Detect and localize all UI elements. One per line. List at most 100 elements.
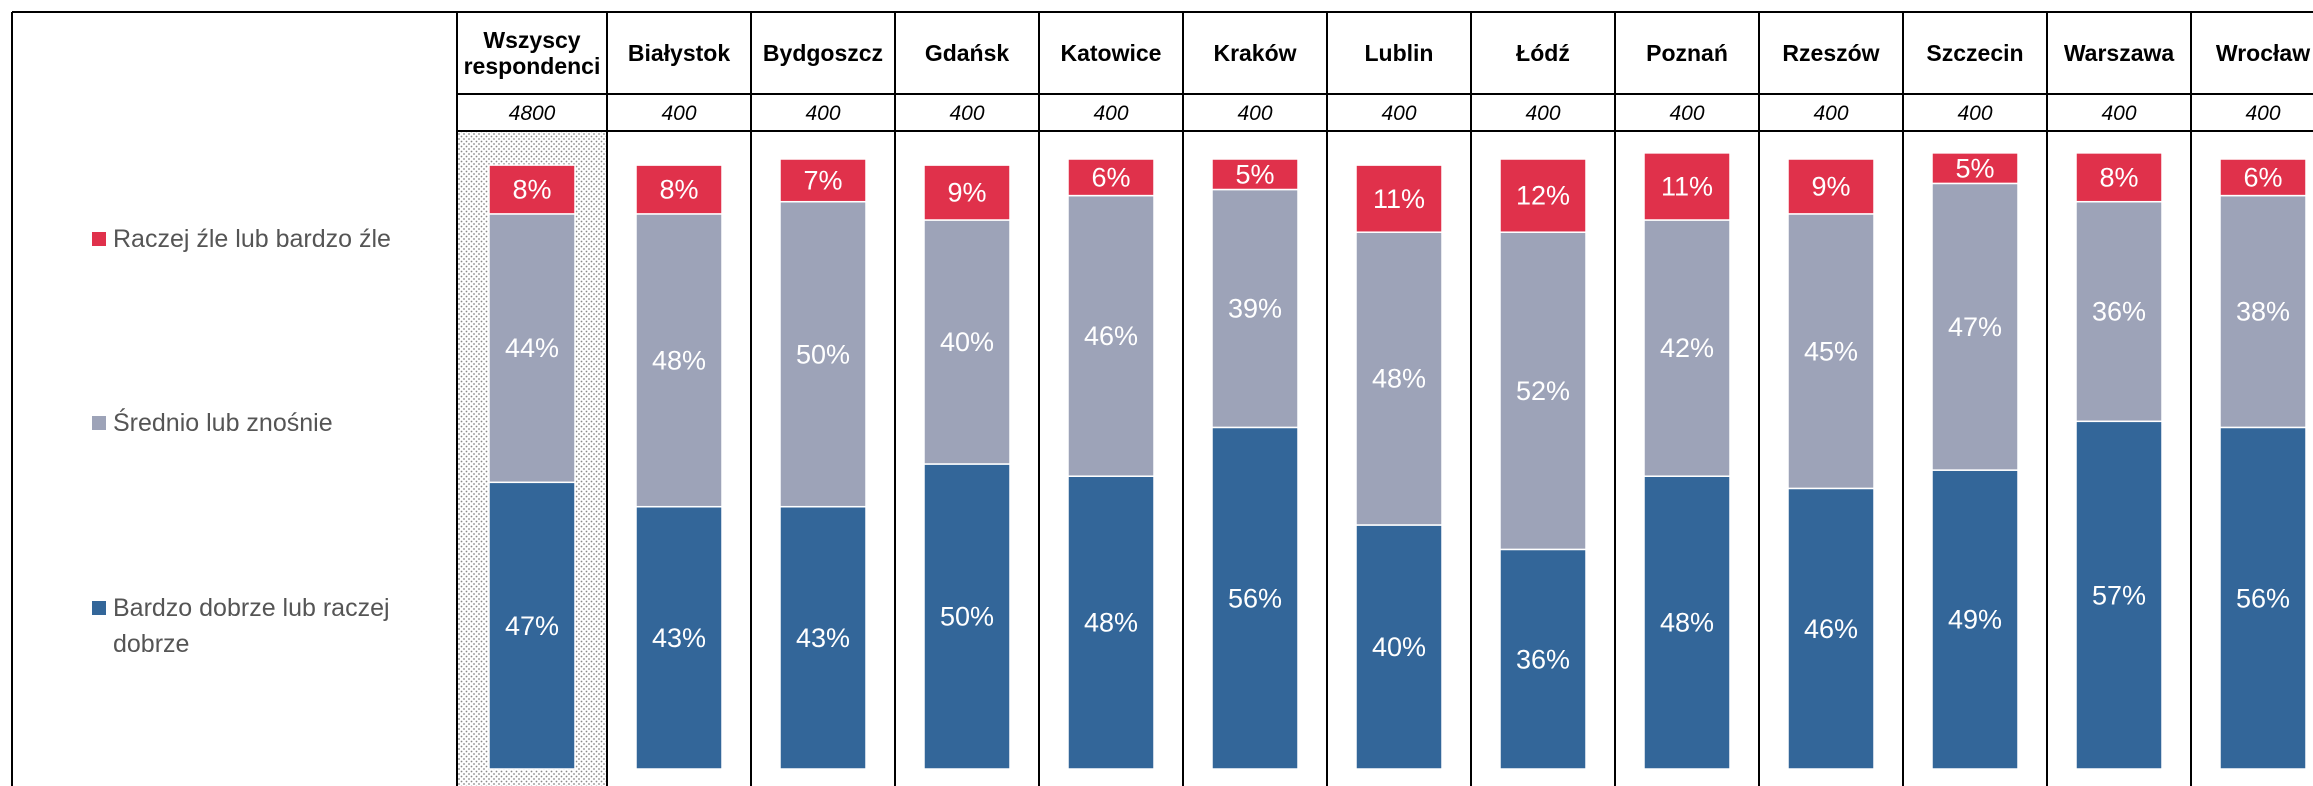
legend-swatch [92, 416, 106, 430]
column-header: Wrocław [2215, 40, 2311, 66]
sample-size: 400 [1669, 102, 1705, 125]
column-header: Bydgoszcz [762, 40, 884, 66]
data-label: 8% [2099, 162, 2138, 192]
bar-segment [2075, 200, 2163, 423]
sample-size: 400 [1813, 102, 1849, 125]
bar-segment [488, 164, 576, 215]
bar-segment [635, 213, 723, 508]
sample-size: 400 [1957, 102, 1993, 125]
bar-segment [1787, 487, 1875, 770]
legend-swatch [92, 232, 106, 246]
column-header: Katowice [1060, 40, 1162, 66]
bar-segment [1643, 219, 1731, 477]
data-label: 36% [1516, 644, 1570, 674]
data-label: 11% [1661, 172, 1713, 202]
bar-segment [2075, 420, 2163, 770]
data-label: 7% [803, 165, 842, 195]
bar-segment [488, 481, 576, 770]
data-label: 48% [652, 345, 706, 375]
bar-segment [1067, 158, 1155, 197]
data-label: 40% [1372, 632, 1426, 662]
bar-segment [1211, 158, 1299, 191]
sample-size: 400 [1525, 102, 1561, 125]
bar-segment [1643, 475, 1731, 770]
data-label: 39% [1228, 294, 1282, 324]
sample-size: 400 [1237, 102, 1273, 125]
column-header: Poznań [1646, 40, 1728, 66]
data-label: 6% [1091, 162, 1130, 192]
sample-size: 400 [1381, 102, 1417, 125]
data-label: 11% [1373, 184, 1425, 214]
sample-size: 400 [661, 102, 697, 125]
bar-segment [1931, 152, 2019, 185]
sample-size: 400 [949, 102, 985, 125]
bar-segment [1211, 188, 1299, 429]
data-label: 6% [2243, 162, 2282, 192]
data-label: 42% [1660, 333, 1714, 363]
bar-segment [1067, 475, 1155, 770]
bar-segment [923, 164, 1011, 221]
column-header: Warszawa [2063, 40, 2175, 66]
bar-segment [1499, 158, 1587, 233]
data-label: 5% [1955, 153, 1994, 183]
sample-size: 4800 [508, 102, 556, 125]
sample-size: 400 [2101, 102, 2137, 125]
sample-size: 400 [2245, 102, 2281, 125]
data-label: 38% [2236, 297, 2290, 327]
data-label: 49% [1948, 605, 2002, 635]
bar-segment [923, 219, 1011, 465]
sample-size: 400 [1093, 102, 1129, 125]
bar-segment [1355, 524, 1443, 770]
data-label: 48% [1660, 608, 1714, 638]
bar-segment [635, 505, 723, 770]
data-label: 43% [796, 623, 850, 653]
data-label: 36% [2092, 297, 2146, 327]
data-label: 50% [940, 602, 994, 632]
data-label: 56% [1228, 583, 1282, 613]
legend-label: Średnio lub znośnie [113, 409, 333, 437]
column-header: Kraków [1213, 40, 1297, 66]
data-label: 48% [1084, 608, 1138, 638]
data-label: 9% [947, 178, 986, 208]
column-header: Łódź [1516, 40, 1570, 66]
data-label: 47% [505, 611, 559, 641]
bar-segment [2219, 194, 2307, 429]
bar-segment [1931, 469, 2019, 770]
bar-segment [779, 505, 867, 770]
column-header: Wszyscy respondenci [463, 27, 601, 79]
bar-segment [488, 213, 576, 484]
bar-segment [2219, 158, 2307, 197]
data-label: 8% [512, 175, 551, 205]
column-header: Lublin [1364, 40, 1434, 66]
bar-segment [1787, 158, 1875, 215]
sample-size: 400 [805, 102, 841, 125]
data-label: 43% [652, 623, 706, 653]
bar-segment [779, 158, 867, 203]
data-label: 45% [1804, 336, 1858, 366]
legend-label: Bardzo dobrze lub raczej dobrze [113, 594, 390, 658]
bar-segment [1355, 164, 1443, 233]
data-label: 48% [1372, 364, 1426, 394]
data-label: 12% [1516, 181, 1570, 211]
legend-swatch [92, 601, 106, 615]
data-label: 57% [2092, 580, 2146, 610]
data-label: 40% [940, 327, 994, 357]
column-header: Gdańsk [924, 40, 1010, 66]
legend-label: Raczej źle lub bardzo źle [113, 225, 391, 253]
data-label: 50% [796, 339, 850, 369]
bar-segment [1787, 213, 1875, 490]
column-header: Białystok [627, 40, 731, 66]
bar-segment [1643, 152, 1731, 221]
bar-segment [2075, 152, 2163, 203]
bar-segment [2219, 426, 2307, 770]
data-label: 46% [1804, 614, 1858, 644]
data-label: 9% [1811, 172, 1850, 202]
column-header: Rzeszów [1782, 40, 1880, 66]
column-header: Szczecin [1926, 40, 2024, 66]
data-label: 56% [2236, 583, 2290, 613]
bar-segment [923, 463, 1011, 770]
data-label: 44% [505, 333, 559, 363]
data-label: 8% [659, 175, 698, 205]
